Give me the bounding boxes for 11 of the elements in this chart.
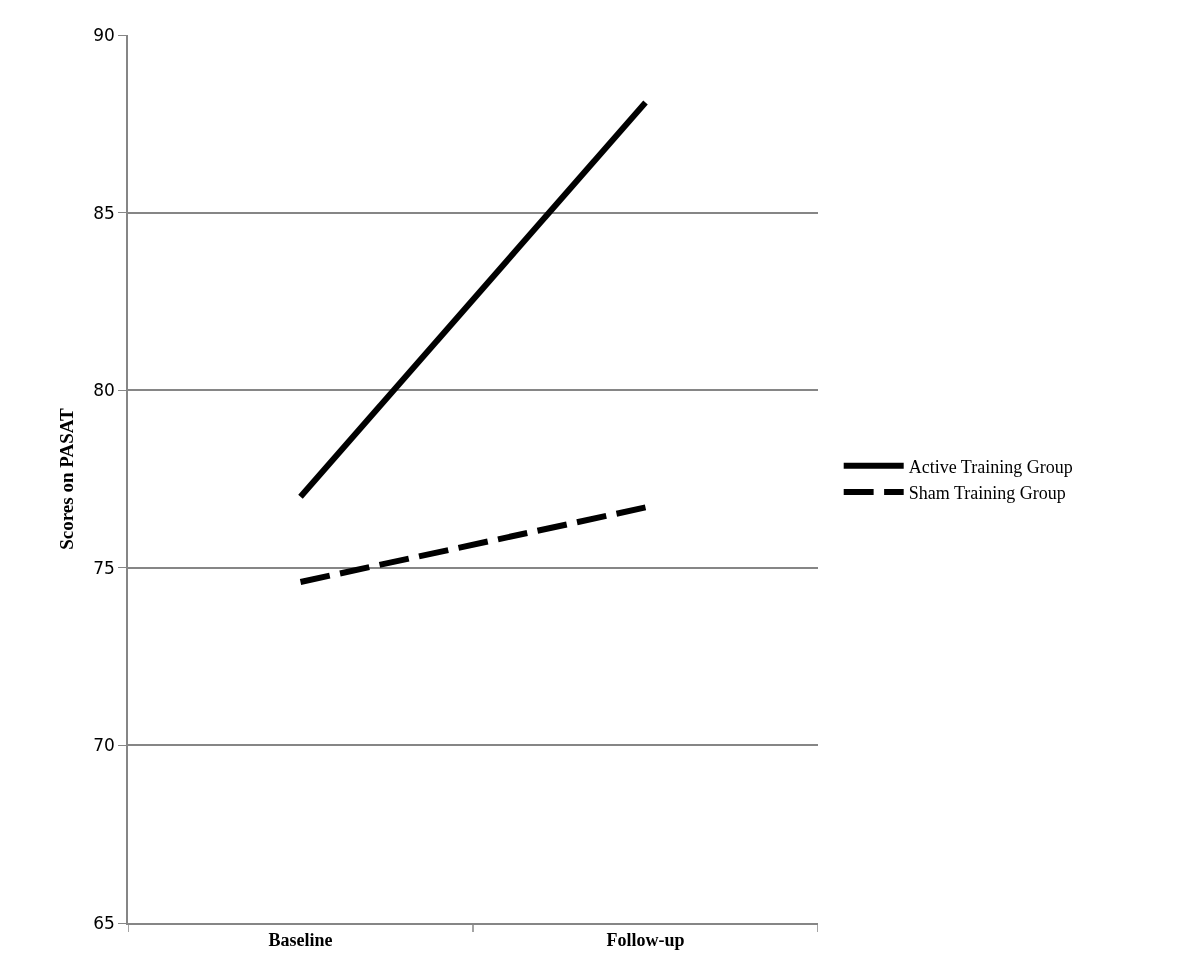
x-tick-label: Follow-up: [606, 930, 685, 951]
y-tick-label: 85: [93, 202, 115, 223]
y-axis-title: Scores on PASAT: [55, 407, 77, 550]
legend-label: Active Training Group: [908, 456, 1073, 477]
x-tick-label: Baseline: [268, 930, 333, 951]
y-tick-label: 65: [93, 912, 115, 933]
y-tick-label: 80: [93, 380, 115, 401]
y-tick-label: 70: [93, 735, 115, 756]
legend-label: Sham Training Group: [908, 483, 1066, 504]
y-tick-label: 90: [93, 24, 115, 45]
y-tick-label: 75: [93, 557, 115, 578]
